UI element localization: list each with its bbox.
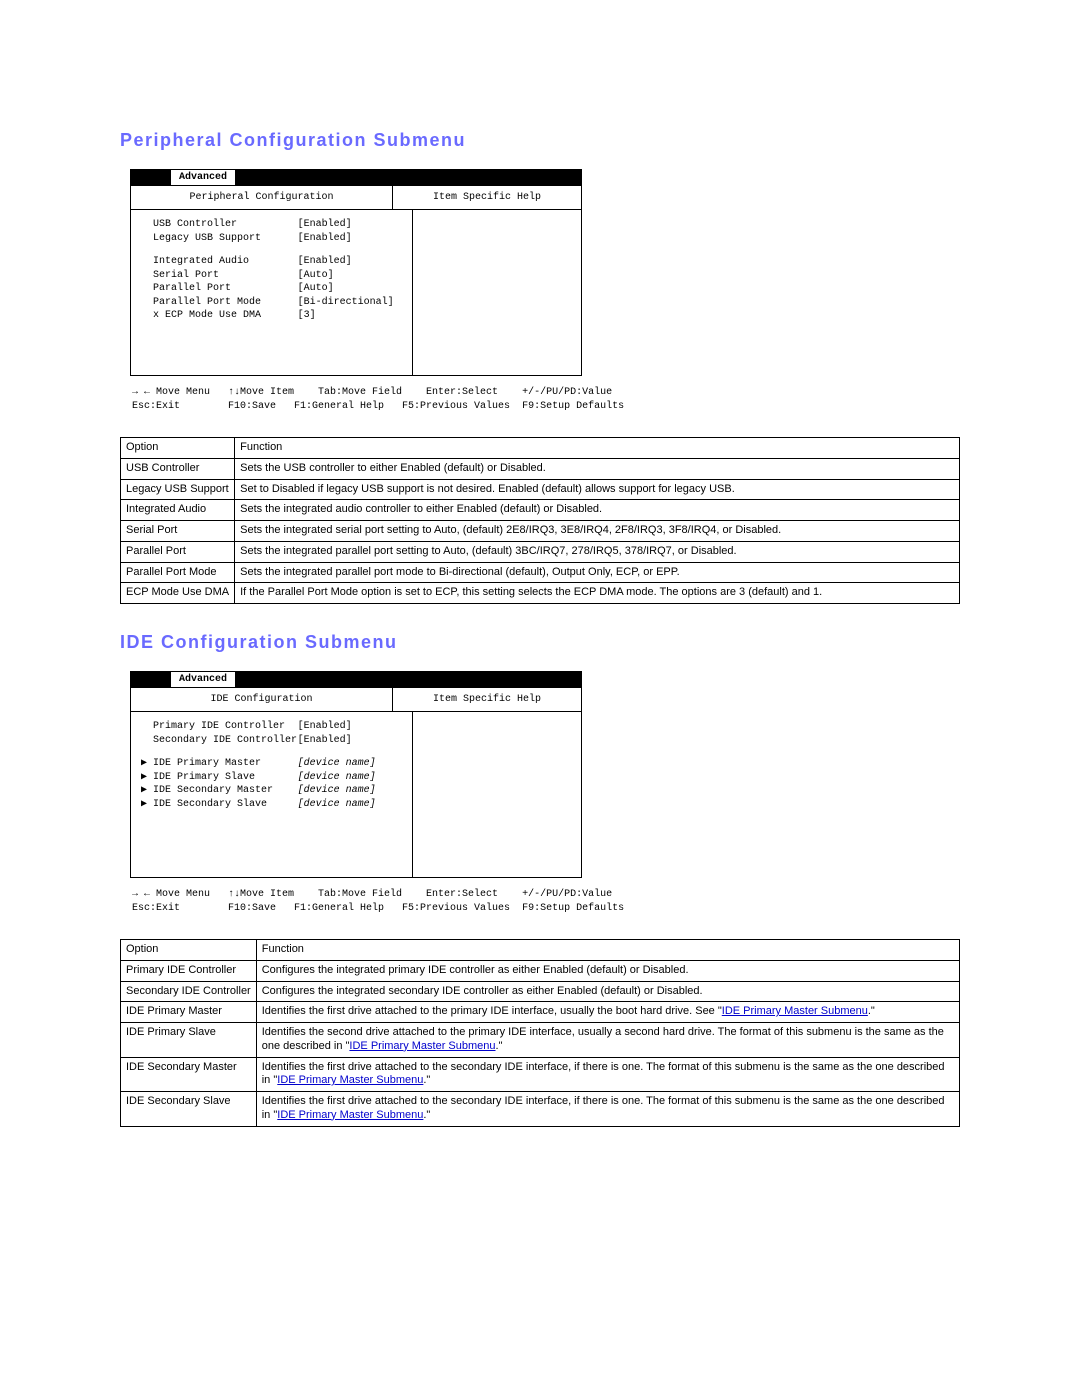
bios-setting-row: Parallel Port Mode[Bi-directional] xyxy=(141,296,402,310)
bios-settings-list: Primary IDE Controller[Enabled] Secondar… xyxy=(131,712,413,877)
table-header: Option xyxy=(121,438,235,459)
bios-tabbar: MainMainAdvancedSecurityPowerBootExit xyxy=(131,672,581,687)
bios-setting-row: Secondary IDE Controller[Enabled] xyxy=(141,734,402,748)
table-row: IDE Secondary MasterIdentifies the first… xyxy=(121,1057,960,1092)
bios-settings-list: USB Controller[Enabled] Legacy USB Suppo… xyxy=(131,210,413,375)
bios-setting-row: ▶ IDE Primary Slave[device name] xyxy=(141,771,402,785)
bios-tabbar: MainMainAdvancedSecurityPowerBootExit xyxy=(131,170,581,185)
table-row: IDE Secondary SlaveIdentifies the first … xyxy=(121,1092,960,1127)
link-ide-primary-master-submenu[interactable]: IDE Primary Master Submenu xyxy=(722,1005,868,1017)
bios-setting-row: Integrated Audio[Enabled] xyxy=(141,255,402,269)
table-row: Primary IDE ControllerConfigures the int… xyxy=(121,960,960,981)
table-row: Secondary IDE ControllerConfigures the i… xyxy=(121,981,960,1002)
bios-panel-title-right: Item Specific Help xyxy=(393,186,581,209)
section-title-ide: IDE Configuration Submenu xyxy=(120,632,960,653)
table-row: Parallel Port ModeSets the integrated pa… xyxy=(121,562,960,583)
bios-panel-title-left: Peripheral Configuration xyxy=(131,186,393,209)
bios-panel-title-left: IDE Configuration xyxy=(131,688,393,711)
table-row: Serial PortSets the integrated serial po… xyxy=(121,521,960,542)
table-row: USB ControllerSets the USB controller to… xyxy=(121,458,960,479)
table-row: Parallel PortSets the integrated paralle… xyxy=(121,541,960,562)
bios-screenshot-ide: MainMainAdvancedSecurityPowerBootExit ID… xyxy=(130,671,582,878)
link-ide-primary-master-submenu[interactable]: IDE Primary Master Submenu xyxy=(349,1040,495,1052)
bios-tab-advanced: Advanced xyxy=(171,170,235,185)
bios-setting-row: ▶ IDE Secondary Slave[device name] xyxy=(141,798,402,812)
bios-setting-row: ▶ IDE Secondary Master[device name] xyxy=(141,784,402,798)
table-row: IDE Primary SlaveIdentifies the second d… xyxy=(121,1023,960,1058)
link-ide-primary-master-submenu[interactable]: IDE Primary Master Submenu xyxy=(277,1074,423,1086)
table-header: Function xyxy=(256,940,959,961)
options-table-peripheral: OptionFunctionUSB ControllerSets the USB… xyxy=(120,437,960,604)
bios-setting-row: x ECP Mode Use DMA[3] xyxy=(141,309,402,323)
bios-footer-keys: → ← Move Menu ↑↓Move Item Tab:Move Field… xyxy=(132,888,960,915)
bios-panel-title-right: Item Specific Help xyxy=(393,688,581,711)
options-table-ide: OptionFunctionPrimary IDE ControllerConf… xyxy=(120,939,960,1127)
bios-setting-row: Serial Port[Auto] xyxy=(141,269,402,283)
bios-footer-keys: → ← Move Menu ↑↓Move Item Tab:Move Field… xyxy=(132,386,960,413)
bios-setting-row: ▶ IDE Primary Master[device name] xyxy=(141,757,402,771)
bios-setting-row: USB Controller[Enabled] xyxy=(141,218,402,232)
link-ide-primary-master-submenu[interactable]: IDE Primary Master Submenu xyxy=(277,1109,423,1121)
table-row: Integrated AudioSets the integrated audi… xyxy=(121,500,960,521)
bios-setting-row: Parallel Port[Auto] xyxy=(141,282,402,296)
bios-help-pane xyxy=(413,712,581,877)
bios-screenshot-peripheral: MainMainAdvancedSecurityPowerBootExit Pe… xyxy=(130,169,582,376)
table-header: Function xyxy=(235,438,960,459)
bios-help-pane xyxy=(413,210,581,375)
table-header: Option xyxy=(121,940,257,961)
table-row: IDE Primary MasterIdentifies the first d… xyxy=(121,1002,960,1023)
bios-setting-row: Legacy USB Support[Enabled] xyxy=(141,232,402,246)
section-title-peripheral: Peripheral Configuration Submenu xyxy=(120,130,960,151)
bios-tab-advanced: Advanced xyxy=(171,672,235,687)
table-row: Legacy USB SupportSet to Disabled if leg… xyxy=(121,479,960,500)
table-row: ECP Mode Use DMAIf the Parallel Port Mod… xyxy=(121,583,960,604)
bios-setting-row: Primary IDE Controller[Enabled] xyxy=(141,720,402,734)
